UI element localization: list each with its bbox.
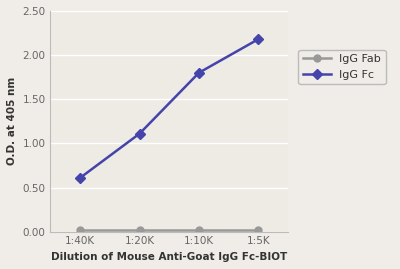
IgG Fab [256, 228, 261, 232]
IgG Fab [137, 228, 142, 232]
IgG Fab [78, 228, 82, 232]
Line: IgG Fab: IgG Fab [77, 226, 262, 233]
IgG Fc [137, 132, 142, 135]
Line: IgG Fc: IgG Fc [77, 36, 262, 181]
X-axis label: Dilution of Mouse Anti-Goat IgG Fc-BIOT: Dilution of Mouse Anti-Goat IgG Fc-BIOT [51, 252, 287, 262]
IgG Fc [78, 176, 82, 179]
IgG Fc [256, 38, 261, 41]
IgG Fab [196, 228, 201, 232]
Y-axis label: O.D. at 405 nm: O.D. at 405 nm [7, 77, 17, 165]
IgG Fc [196, 71, 201, 74]
Legend: IgG Fab, IgG Fc: IgG Fab, IgG Fc [298, 49, 386, 84]
